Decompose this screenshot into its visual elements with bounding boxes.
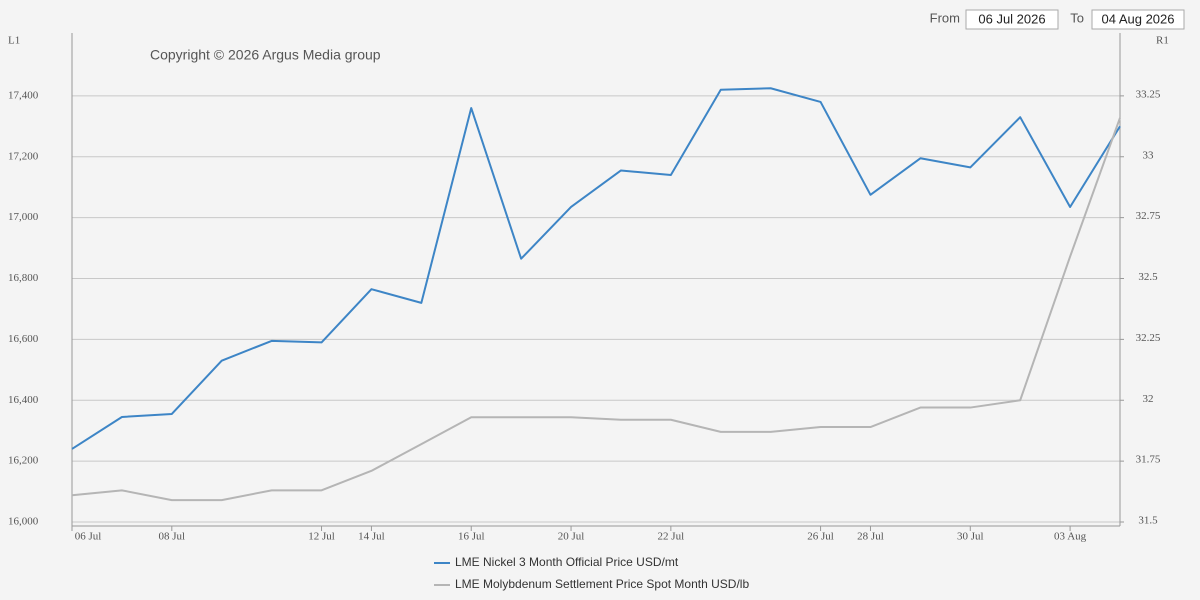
x-tick-label: 30 Jul [957, 531, 984, 543]
y2-tick-label: 32.5 [1138, 271, 1158, 283]
y-tick-label: 16,400 [8, 394, 39, 406]
to-date[interactable]: 04 Aug 2026 [1101, 11, 1174, 26]
copyright: Copyright © 2026 Argus Media group [150, 47, 381, 63]
from-input[interactable] [965, 9, 1059, 30]
y2-tick-label: 32 [1143, 393, 1154, 405]
y-tick-label: 17,200 [8, 150, 39, 162]
y-tick-label: 16,800 [8, 272, 39, 284]
x-tick-label: 20 Jul [558, 531, 585, 543]
y-tick-label: 17,000 [8, 211, 39, 223]
x-tick-label: 14 Jul [358, 531, 385, 543]
x-tick-label: 22 Jul [658, 531, 685, 543]
x-tick-label: 08 Jul [159, 531, 186, 543]
y2-tick-label: 33 [1143, 149, 1155, 161]
right-axis-label: R1 [1156, 35, 1169, 47]
y2-tick-label: 31.5 [1138, 515, 1158, 527]
to-label: To [1070, 10, 1084, 25]
x-tick-label: 26 Jul [807, 531, 834, 543]
y2-tick-label: 32.75 [1136, 210, 1161, 222]
y2-tick-label: 33.25 [1136, 88, 1161, 100]
y-tick-label: 16,200 [8, 455, 39, 467]
y-tick-label: 17,400 [8, 89, 39, 101]
x-tick-label: 16 Jul [458, 531, 485, 543]
legend-label: LME Molybdenum Settlement Price Spot Mon… [455, 577, 749, 591]
from-date[interactable]: 06 Jul 2026 [978, 11, 1045, 26]
x-tick-label: 28 Jul [857, 531, 884, 543]
series-line [71, 117, 1121, 502]
y-tick-label: 16,000 [8, 516, 39, 528]
legend-label: LME Nickel 3 Month Official Price USD/mt [455, 555, 679, 569]
from-label: From [930, 10, 960, 25]
y2-tick-label: 32.25 [1136, 332, 1161, 344]
left-axis-label: L1 [8, 35, 20, 47]
x-tick-label: 12 Jul [308, 531, 335, 543]
y-tick-label: 16,600 [8, 333, 39, 345]
x-tick-label: 06 Jul [75, 531, 102, 543]
x-tick-label: 03 Aug [1054, 531, 1087, 543]
y2-tick-label: 31.75 [1136, 454, 1161, 466]
series-line [71, 87, 1121, 450]
to-input[interactable] [1091, 9, 1185, 30]
